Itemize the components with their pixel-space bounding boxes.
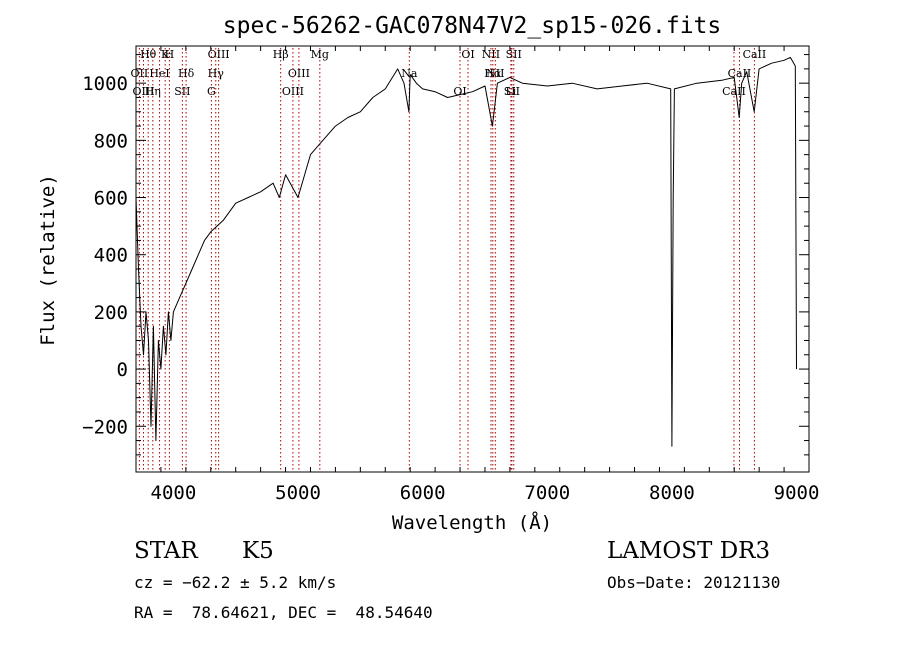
object-class: STAR bbox=[134, 538, 198, 564]
marker-label: Hη bbox=[145, 85, 161, 98]
plot-frame bbox=[135, 45, 810, 473]
series-line-flux bbox=[135, 56, 797, 447]
marker-label: OIII bbox=[132, 85, 154, 98]
marker-label: G bbox=[207, 85, 216, 98]
marker-label: Hβ bbox=[273, 48, 289, 61]
marker-label: Hθ bbox=[140, 48, 157, 61]
y-tick-label: 0 bbox=[117, 359, 128, 381]
x-tick-label: 5000 bbox=[275, 482, 321, 504]
y-tick-label: 800 bbox=[94, 130, 128, 152]
coordinates: RA = 78.64621, DEC = 48.54640 bbox=[134, 603, 433, 622]
series-layer bbox=[135, 56, 797, 447]
marker-label: Mg bbox=[311, 48, 329, 61]
marker-label: Hα bbox=[484, 67, 502, 80]
marker-label: Na bbox=[401, 67, 418, 80]
marker-label: SII bbox=[506, 48, 522, 61]
marker-label: Li bbox=[505, 85, 516, 98]
marker-label: OIII bbox=[208, 48, 230, 61]
x-tick-label: 6000 bbox=[400, 482, 446, 504]
marker-label: OIII bbox=[282, 85, 304, 98]
y-tick-label: 1000 bbox=[82, 73, 128, 95]
line-markers: HθOIIOIIIKHeIHηHHδSIIOIIIHγGHβOIIIOIIIMg… bbox=[131, 48, 767, 472]
y-tick-label: 600 bbox=[94, 188, 128, 210]
y-tick-label: 400 bbox=[94, 245, 128, 267]
marker-label: SII bbox=[504, 85, 520, 98]
marker-label: OI bbox=[461, 48, 474, 61]
marker-label: Hγ bbox=[208, 67, 225, 80]
marker-label: K bbox=[161, 48, 170, 61]
obs-date: Obs−Date: 20121130 bbox=[607, 573, 781, 592]
object-subclass: K5 bbox=[242, 538, 274, 564]
x-tick-label: 4000 bbox=[151, 482, 197, 504]
survey-name: LAMOST DR3 bbox=[607, 538, 771, 564]
marker-label: OI bbox=[453, 85, 466, 98]
marker-label: CaII bbox=[743, 48, 767, 61]
x-tick-label: 7000 bbox=[524, 482, 570, 504]
marker-label: NII bbox=[486, 67, 504, 80]
x-axis-label: Wavelength (Å) bbox=[392, 511, 552, 534]
chart-title: spec-56262-GAC078N47V2_sp15-026.fits bbox=[223, 13, 722, 39]
x-tick-label: 9000 bbox=[774, 482, 820, 504]
marker-label: H bbox=[165, 48, 175, 61]
marker-label: CaII bbox=[722, 85, 746, 98]
marker-label: NII bbox=[482, 48, 500, 61]
y-tick-label: 200 bbox=[94, 302, 128, 324]
marker-label: Hδ bbox=[178, 67, 195, 80]
x-tick-label: 8000 bbox=[649, 482, 695, 504]
y-axis-label: Flux (relative) bbox=[37, 174, 59, 346]
redshift-readout: cz = −62.2 ± 5.2 km/s bbox=[134, 573, 337, 592]
x-axis: 4000 5000 6000 7000 8000 9000 bbox=[135, 46, 820, 504]
y-axis: −200 0 200 400 600 800 1000 bbox=[82, 54, 809, 456]
marker-label: SII bbox=[174, 85, 190, 98]
y-tick-label: −200 bbox=[82, 416, 128, 438]
marker-label: OIII bbox=[288, 67, 310, 80]
marker-label: HeI bbox=[149, 67, 169, 80]
